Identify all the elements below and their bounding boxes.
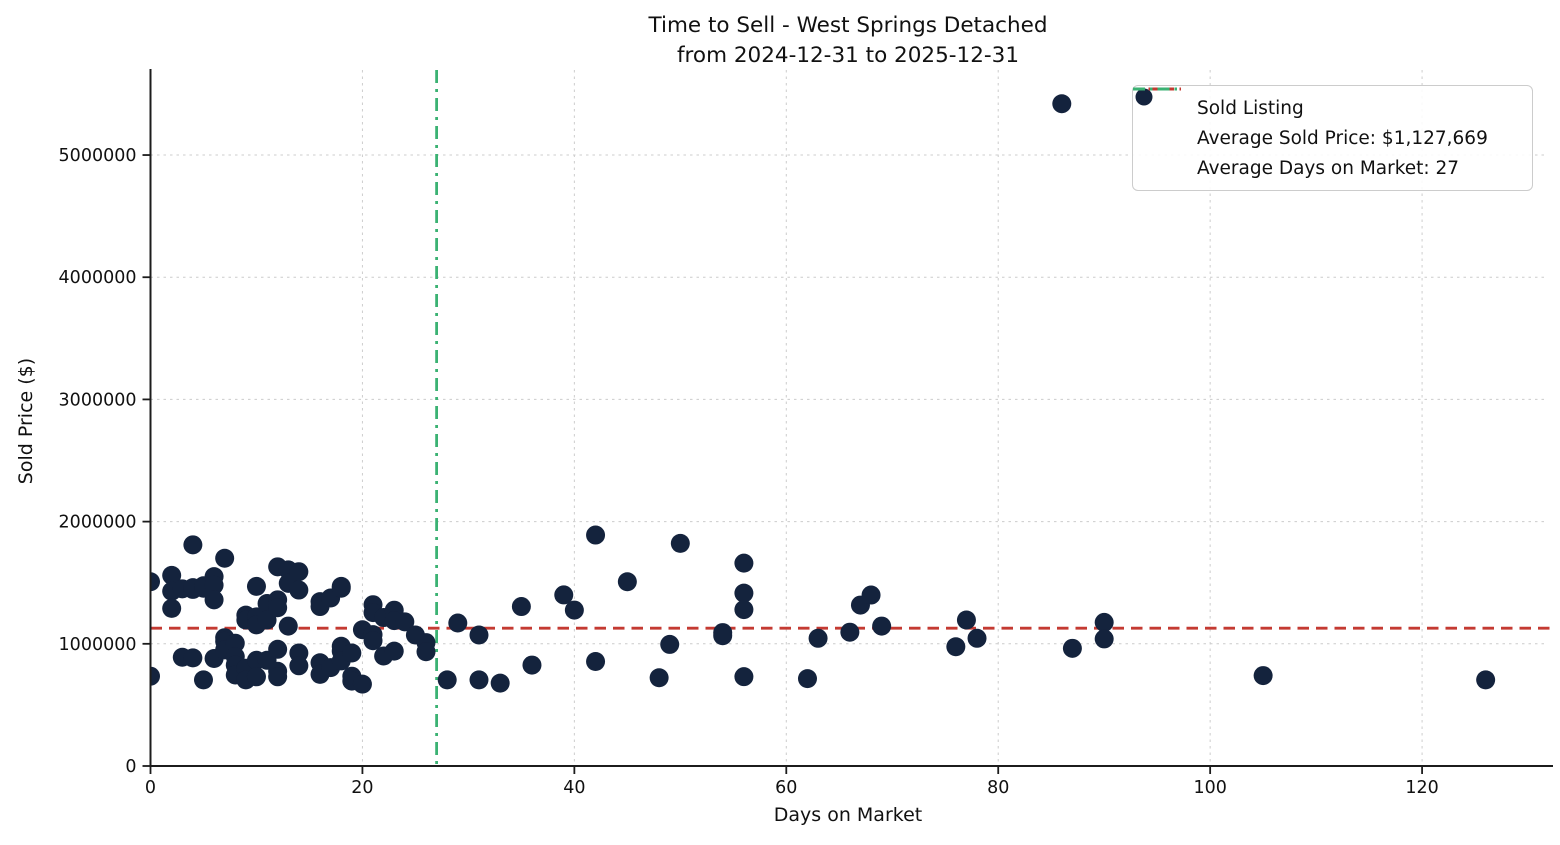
scatter-point bbox=[670, 533, 690, 553]
scatter-point bbox=[289, 580, 309, 600]
y-tick-label: 5000000 bbox=[59, 146, 137, 166]
scatter-point bbox=[554, 585, 574, 605]
scatter-point bbox=[586, 652, 606, 672]
scatter-point bbox=[193, 670, 213, 690]
scatter-point bbox=[522, 655, 542, 675]
scatter-point bbox=[204, 575, 224, 595]
scatter-point bbox=[617, 572, 637, 592]
scatter-point bbox=[1094, 629, 1114, 649]
scatter-point bbox=[150, 572, 160, 592]
scatter-point bbox=[956, 610, 976, 630]
scatter-point bbox=[469, 670, 489, 690]
scatter-point bbox=[183, 535, 203, 555]
scatter-point bbox=[268, 639, 288, 659]
scatter-point bbox=[564, 600, 584, 620]
scatter-point bbox=[490, 673, 510, 693]
x-tick-label: 80 bbox=[987, 778, 1009, 798]
scatter-point bbox=[649, 668, 669, 688]
y-tick-label: 4000000 bbox=[59, 268, 137, 288]
x-tick-label: 40 bbox=[563, 778, 585, 798]
scatter-point bbox=[215, 548, 235, 568]
scatter-point bbox=[660, 634, 680, 654]
axes-spines bbox=[149, 69, 1553, 767]
scatter-point bbox=[342, 643, 362, 663]
scatter-point bbox=[395, 612, 415, 632]
scatter-point bbox=[183, 648, 203, 668]
legend-label-avg-days-on-market: Average Days on Market: 27 bbox=[1197, 157, 1460, 179]
x-axis-label: Days on Market bbox=[773, 804, 923, 826]
scatter-point bbox=[162, 565, 182, 585]
scatter-point bbox=[734, 667, 754, 687]
scatter-point bbox=[278, 616, 298, 636]
scatter-point bbox=[268, 667, 288, 687]
scatter-point bbox=[1062, 638, 1082, 658]
scatter-point bbox=[734, 600, 754, 620]
scatter-point bbox=[437, 670, 457, 690]
scatter-point bbox=[713, 626, 733, 646]
scatter-point bbox=[268, 598, 288, 618]
scatter-point bbox=[246, 667, 266, 687]
x-tick-label: 120 bbox=[1405, 778, 1438, 798]
chart-title-line1: Time to Sell - West Springs Detached bbox=[648, 13, 1048, 38]
scatter-point bbox=[1476, 670, 1496, 690]
legend-item-avg-days-on-market: Average Days on Market: 27 bbox=[1133, 87, 1522, 183]
scatter-point bbox=[872, 616, 892, 636]
scatter-point bbox=[808, 628, 828, 648]
scatter-point bbox=[469, 625, 489, 645]
scatter-point bbox=[734, 553, 754, 573]
legend-label-sold-listing: Sold Listing bbox=[1197, 97, 1304, 119]
scatter-points bbox=[150, 94, 1496, 694]
scatter-point bbox=[511, 597, 531, 617]
scatter-point bbox=[1052, 94, 1072, 114]
y-tick-label: 2000000 bbox=[59, 513, 137, 533]
legend-item-avg-sold-price: Average Sold Price: $1,127,669 bbox=[1133, 87, 1522, 153]
scatter-point bbox=[384, 641, 404, 661]
scatter-point bbox=[861, 585, 881, 605]
tick-labels: 0 20 40 60 80 100 120 0 1000000 2000000 3000000 400… bbox=[59, 146, 1439, 798]
scatter-point bbox=[967, 628, 987, 648]
scatter-point bbox=[363, 631, 383, 651]
scatter-point bbox=[352, 674, 372, 694]
scatter-point bbox=[416, 642, 436, 662]
scatter-point bbox=[734, 583, 754, 603]
scatter-point bbox=[1253, 666, 1273, 686]
scatter-point bbox=[150, 666, 160, 686]
y-tick-label: 3000000 bbox=[59, 390, 137, 410]
x-tick-label: 0 bbox=[145, 778, 156, 798]
scatter-point bbox=[225, 633, 245, 653]
x-tick-label: 60 bbox=[775, 778, 797, 798]
chart-title: Time to Sell - West Springs Detached fro… bbox=[150, 11, 1546, 70]
legend-item-sold-listing: Sold Listing bbox=[1133, 88, 1522, 123]
y-axis-label: Sold Price ($) bbox=[15, 357, 37, 485]
scatter-point bbox=[840, 622, 860, 642]
scatter-point bbox=[204, 590, 224, 610]
legend-label-avg-sold-price: Average Sold Price: $1,127,669 bbox=[1197, 127, 1488, 149]
tick-marks bbox=[142, 154, 1423, 774]
scatter-point bbox=[331, 578, 351, 598]
chart-title-line2: from 2024-12-31 to 2025-12-31 bbox=[676, 42, 1020, 68]
scatter-point bbox=[797, 669, 817, 689]
scatter-point bbox=[162, 598, 182, 618]
scatter-point bbox=[1094, 612, 1114, 632]
y-tick-label: 1000000 bbox=[59, 635, 137, 655]
scatter-point bbox=[946, 637, 966, 657]
scatter-point bbox=[448, 613, 468, 633]
legend: Sold Listing Average Sold Price: $1,127,… bbox=[1132, 85, 1533, 191]
x-tick-label: 20 bbox=[351, 778, 373, 798]
scatter-point bbox=[289, 656, 309, 676]
scatter-point bbox=[586, 525, 606, 545]
y-tick-label: 0 bbox=[125, 757, 136, 777]
scatter-point bbox=[289, 562, 309, 582]
x-tick-label: 100 bbox=[1193, 778, 1226, 798]
scatter-point bbox=[246, 576, 266, 596]
